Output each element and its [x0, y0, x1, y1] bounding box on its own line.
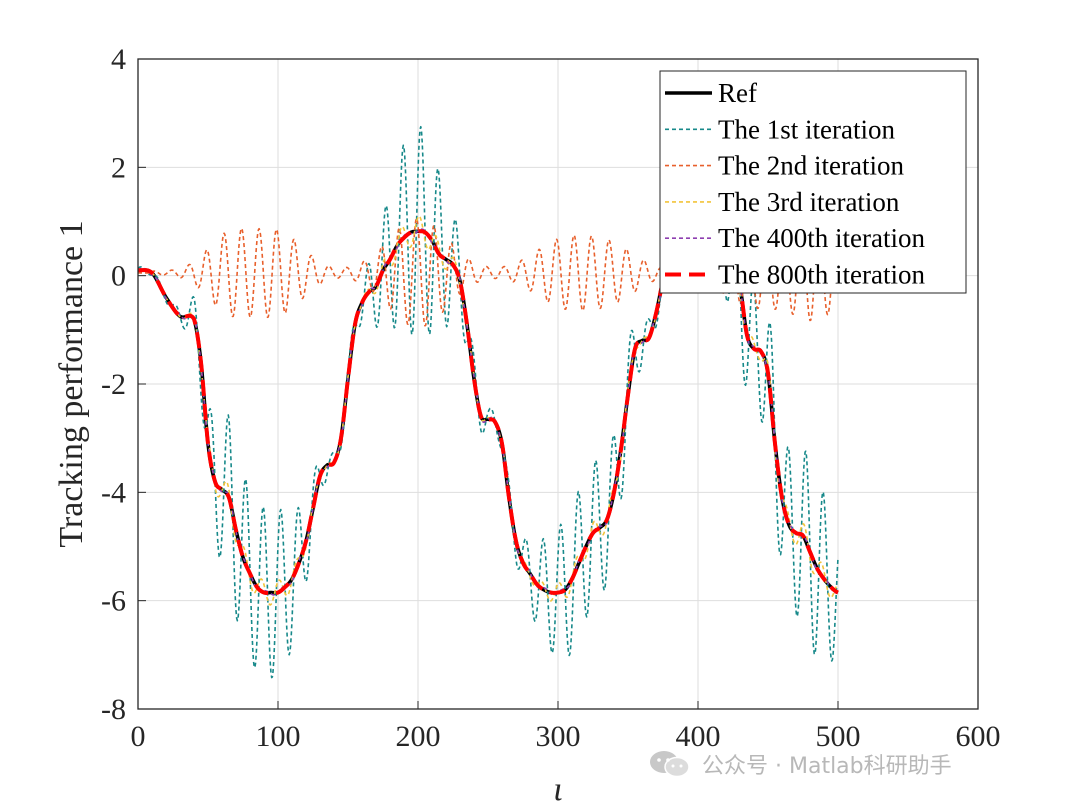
y-axis-label: Tracking performance 1 — [53, 220, 90, 547]
y-tick-label: -8 — [101, 693, 126, 726]
x-tick-label: 100 — [256, 720, 301, 753]
x-tick-label: 500 — [816, 720, 861, 753]
series-line-3 — [138, 215, 839, 606]
ticks: 0 100 200 300 400 500 600 -8 -6 -4 -2 0 2 4 — [101, 43, 1001, 753]
y-tick-label: -6 — [101, 585, 126, 618]
watermark-text: 公众号 · Matlab科研助手 — [702, 754, 952, 779]
y-tick-label: 2 — [111, 151, 126, 184]
y-tick-label: 0 — [111, 260, 126, 293]
y-tick-label: -4 — [101, 476, 126, 509]
wechat-icon — [650, 751, 690, 778]
x-tick-label: 0 — [131, 720, 146, 753]
legend-label-4: The 400th iteration — [718, 223, 925, 253]
legend-label-1: The 1st iteration — [718, 114, 895, 144]
x-axis-label: ι — [553, 771, 562, 807]
x-tick-label: 300 — [536, 720, 581, 753]
y-tick-label: 4 — [111, 43, 126, 76]
legend-label-5: The 800th iteration — [718, 260, 925, 290]
legend-label-3: The 3rd iteration — [718, 187, 900, 217]
legend-label-0: Ref — [718, 78, 757, 108]
legend: Ref The 1st iteration The 2nd iteration The… — [659, 70, 967, 294]
legend-label-2: The 2nd iteration — [718, 151, 904, 181]
y-tick-label: -2 — [101, 368, 126, 401]
x-tick-label: 600 — [956, 720, 1001, 753]
legend-box — [659, 70, 967, 294]
watermark: 公众号 · Matlab科研助手 — [648, 748, 952, 780]
x-tick-label: 200 — [396, 720, 441, 753]
x-tick-label: 400 — [676, 720, 721, 753]
